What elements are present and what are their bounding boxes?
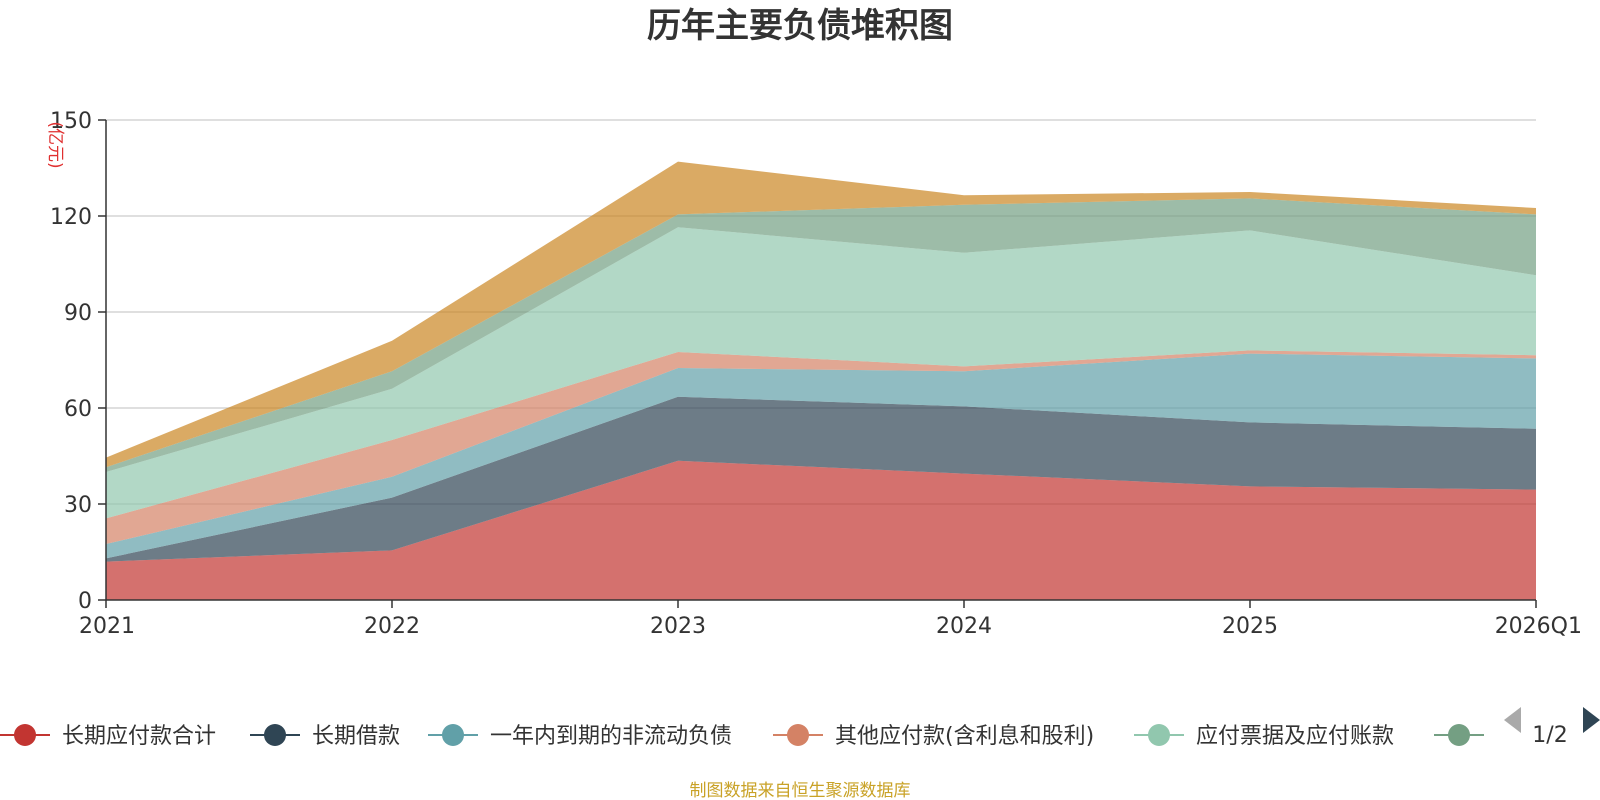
legend-marker-icon [14,724,36,746]
legend-label: 长期应付款合计 [62,724,216,749]
x-tick-label: 2024 [936,614,992,639]
legend-item-2[interactable]: 长期借款 [250,724,400,749]
area-series-6 [106,198,1536,472]
legend-label: 其他应付款(含利息和股利) [835,724,1094,749]
x-tick-label: 2026Q1 [1495,614,1582,639]
legend-next-page-icon[interactable] [1583,707,1600,733]
area-series-4 [106,350,1536,544]
legend-marker-icon [264,724,286,746]
x-axis-ticks: 2021 2022 2023 2024 2025 2026Q1 [79,600,1582,639]
y-axis-unit-label: (亿元) [45,121,65,168]
legend-marker-icon [442,724,464,746]
data-source-note: 制图数据来自恒生聚源数据库 [690,781,911,800]
area-series-1 [106,460,1536,600]
area-series-5 [106,227,1536,519]
area-series-2 [106,396,1536,562]
y-tick-label: 0 [78,589,92,614]
y-tick-label: 120 [50,205,92,230]
legend-item-1[interactable]: 长期应付款合计 [0,724,216,749]
x-tick-label: 2021 [79,614,135,639]
legend-label: 应付票据及应付账款 [1196,724,1394,749]
legend-page-indicator: 1/2 [1532,723,1567,748]
y-tick-label: 60 [64,397,92,422]
legend-prev-page-icon[interactable] [1504,707,1521,733]
legend-item-5[interactable]: 应付票据及应付账款 [1134,724,1394,749]
legend-item-3[interactable]: 一年内到期的非流动负债 [428,724,732,749]
legend: 长期应付款合计 长期借款 一年内到期的非流动负债 其他应付款(含利息和股利) 应付票据及… [0,724,1484,749]
area-series-3 [106,353,1536,559]
x-tick-label: 2022 [364,614,420,639]
legend-marker-icon [1148,724,1170,746]
legend-label: 长期借款 [312,724,400,749]
legend-marker-icon [1448,724,1470,746]
y-tick-label: 150 [50,109,92,134]
legend-item-6[interactable] [1434,724,1484,746]
legend-item-4[interactable]: 其他应付款(含利息和股利) [773,724,1094,749]
y-tick-label: 30 [64,493,92,518]
y-axis-ticks: 0 30 60 90 120 150 [50,109,106,614]
legend-marker-icon [787,724,809,746]
y-tick-label: 90 [64,301,92,326]
chart-title: 历年主要负债堆积图 [647,6,953,46]
legend-label: 一年内到期的非流动负债 [490,724,732,749]
axes [105,120,1536,601]
x-tick-label: 2025 [1222,614,1278,639]
stacked-areas [106,161,1536,600]
x-tick-label: 2023 [650,614,706,639]
legend-pager: 1/2 [1504,707,1600,748]
